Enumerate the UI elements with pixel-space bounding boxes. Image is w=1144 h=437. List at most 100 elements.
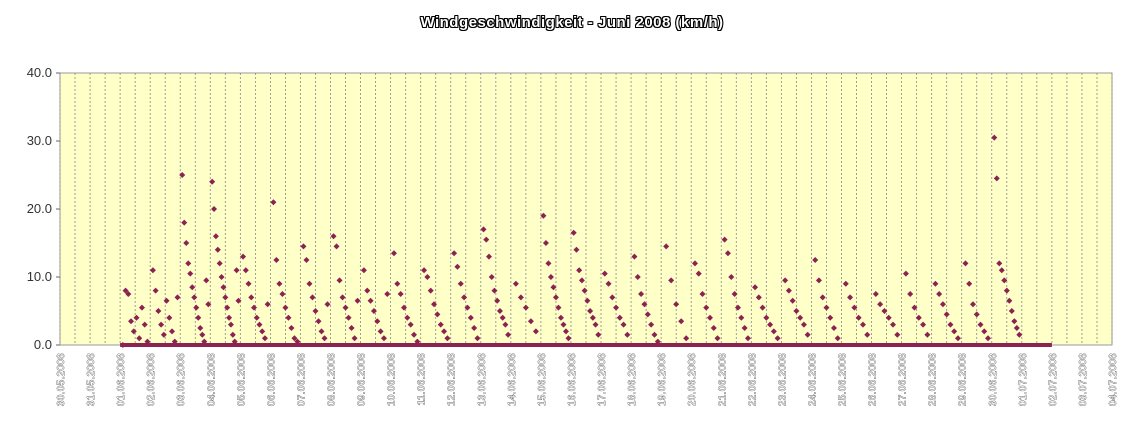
data-point <box>242 267 249 274</box>
data-point <box>512 280 519 287</box>
data-point <box>457 280 464 287</box>
data-point <box>179 172 186 178</box>
data-point <box>581 287 588 294</box>
data-point <box>638 291 645 297</box>
data-point <box>144 338 151 345</box>
data-point <box>485 253 492 260</box>
data-point <box>977 321 984 328</box>
data-point <box>951 328 958 335</box>
data-point <box>759 304 766 311</box>
data-point <box>119 342 126 348</box>
data-point <box>211 206 218 212</box>
data-point <box>734 304 741 311</box>
data-point <box>744 335 751 342</box>
data-point <box>851 304 858 311</box>
data-point <box>166 314 173 321</box>
data-point <box>471 325 478 331</box>
y-tick-label: 10.0 <box>27 269 52 284</box>
data-point <box>203 277 210 284</box>
data-point <box>907 291 914 297</box>
data-point <box>560 321 567 328</box>
data-point <box>932 280 939 287</box>
data-point <box>789 297 796 304</box>
data-point <box>763 314 770 321</box>
data-point <box>985 335 992 342</box>
data-point <box>834 335 841 342</box>
data-point <box>474 335 481 342</box>
x-tick-label: 28.06.2008 <box>928 353 939 406</box>
data-point <box>804 331 811 338</box>
data-point <box>427 287 434 294</box>
data-point <box>902 270 909 277</box>
data-point <box>864 331 871 338</box>
data-point <box>324 301 331 308</box>
data-point <box>877 301 884 308</box>
data-point <box>480 226 487 233</box>
data-point <box>125 291 132 297</box>
data-point <box>291 335 298 342</box>
data-point <box>351 335 358 342</box>
data-point <box>532 328 539 335</box>
data-point <box>141 321 148 328</box>
data-point <box>673 301 680 308</box>
x-tick-label: 25.06.2008 <box>837 353 848 406</box>
data-point <box>911 304 918 311</box>
data-point <box>342 304 349 311</box>
data-point <box>547 274 554 280</box>
data-point <box>728 274 735 280</box>
data-point <box>461 294 468 301</box>
x-tick-label: 10.06.2008 <box>387 353 398 406</box>
data-point <box>578 277 585 284</box>
data-point <box>721 236 728 243</box>
data-point <box>683 335 690 342</box>
data-point <box>731 291 738 297</box>
data-point <box>695 270 702 277</box>
data-point <box>434 311 441 318</box>
data-point <box>138 304 145 311</box>
x-tick-label: 30.05.2008 <box>56 353 67 406</box>
data-point <box>306 280 313 287</box>
data-point <box>545 260 552 267</box>
data-point <box>991 134 998 141</box>
data-point <box>815 277 822 284</box>
data-point <box>321 335 328 342</box>
x-tick-label: 31.05.2008 <box>86 353 97 406</box>
data-point <box>404 314 411 321</box>
data-point <box>1006 297 1013 304</box>
data-point <box>197 325 204 331</box>
data-point <box>483 236 490 243</box>
data-point <box>522 304 529 311</box>
x-tick-label: 26.06.2008 <box>868 353 879 406</box>
data-point <box>555 304 562 311</box>
data-point <box>616 314 623 321</box>
data-point <box>158 321 165 328</box>
data-point <box>348 325 355 331</box>
x-tick-label: 19.06.2008 <box>657 353 668 406</box>
data-point <box>315 318 322 325</box>
data-point <box>155 308 162 314</box>
x-tick-label: 12.06.2008 <box>447 353 458 406</box>
data-point <box>540 212 547 219</box>
data-point <box>152 287 159 294</box>
x-tick-label: 02.06.2008 <box>146 353 157 406</box>
x-tick-label: 18.06.2008 <box>627 353 638 406</box>
data-point <box>668 277 675 284</box>
data-point <box>502 321 509 328</box>
data-point <box>256 321 263 328</box>
y-tick-label: 20.0 <box>27 201 52 216</box>
data-point <box>620 321 627 328</box>
data-point <box>279 291 286 297</box>
data-point <box>136 335 143 342</box>
x-tick-label: 20.06.2008 <box>687 353 698 406</box>
data-point <box>812 257 819 263</box>
data-point <box>634 274 641 280</box>
data-point <box>285 314 292 321</box>
data-point <box>592 321 599 328</box>
data-point <box>312 308 319 314</box>
data-point <box>947 321 954 328</box>
data-point <box>226 314 233 321</box>
data-point <box>527 318 534 325</box>
data-point <box>149 267 156 274</box>
data-point <box>842 280 849 287</box>
data-point <box>411 331 418 338</box>
